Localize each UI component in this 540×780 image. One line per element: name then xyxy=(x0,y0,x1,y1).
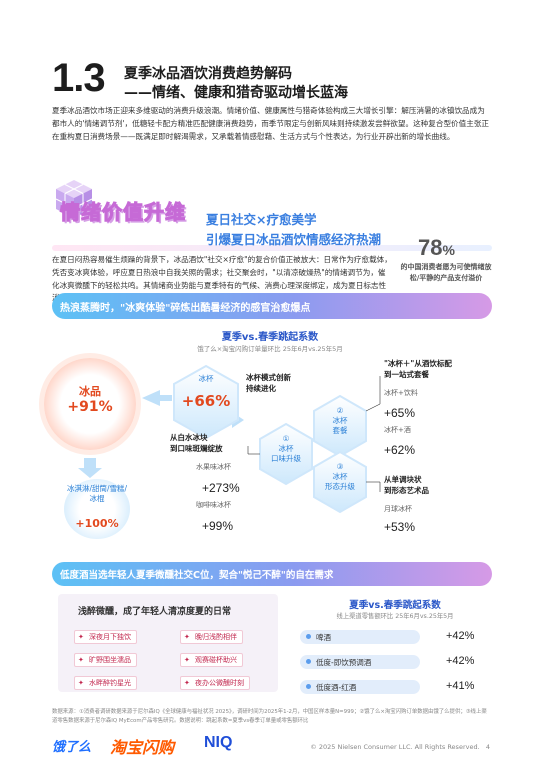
emotion-title: 情绪价值升维 xyxy=(60,200,186,225)
alcohol-label: 低度酒-红酒 xyxy=(316,683,357,692)
alcohol-bar xyxy=(300,680,420,694)
form-item-1: 月球冰杯 xyxy=(384,505,412,513)
form-title-2: 到形态艺术品 xyxy=(384,486,429,495)
cube-icon xyxy=(55,180,93,218)
scenario-title: 浅醉微醺，成了年轻人清凉度夏的日常 xyxy=(78,607,232,617)
section-title-line1: 夏季冰品酒饮消费趋势解码 xyxy=(124,66,292,82)
copyright: © 2025 Nielsen Consumer LLC. All Rights … xyxy=(300,743,490,751)
flavor-value-2: +99% xyxy=(202,519,234,533)
combo-item-1: 冰杯+饮料 xyxy=(384,389,418,397)
hex-form-label: ③ 冰杯 形态升级 xyxy=(314,462,366,492)
combo-title-2: 到一站式套餐 xyxy=(384,370,429,379)
stat-description: 的中国消费者愿为可使情绪放松/平静的产品支付溢价 xyxy=(400,263,492,282)
banner-1 xyxy=(52,293,492,319)
alcohol-bar xyxy=(300,655,420,669)
hex-ice-value: +66% xyxy=(181,392,231,410)
hex-ice xyxy=(173,364,239,440)
scenario-chip: 观赛碰杯助兴 xyxy=(180,653,243,667)
hex-flavor-label: ① 冰杯 口味升级 xyxy=(260,434,312,464)
arrow-right-1 xyxy=(142,390,172,406)
combo-item-2: 冰杯+酒 xyxy=(384,426,411,434)
alcohol-value: +41% xyxy=(446,680,475,692)
hex-form-desc: 形态升级 xyxy=(325,482,355,491)
flavor-item-2: 咖啡味冰杯 xyxy=(196,501,231,509)
hex-flavor-desc: 口味升级 xyxy=(271,454,301,463)
alcohol-chart-title: 夏季vs.春季跳起系数 xyxy=(349,600,441,611)
icecream-circle xyxy=(64,479,130,539)
hex-ice-label: 冰杯 xyxy=(198,374,214,383)
flavor-item-1: 水果味冰杯 xyxy=(196,463,231,471)
hex-form-name: 冰杯 xyxy=(332,472,348,481)
combo-value-2: +62% xyxy=(384,443,416,457)
hex-combo-desc: 套餐 xyxy=(332,426,348,435)
combo-title-1: "冰杯＋"从酒饮标配 xyxy=(384,359,452,368)
hex-flavor-num: ① xyxy=(282,434,290,443)
arrow-down-1 xyxy=(78,458,102,478)
emotion-subtitle-1: 夏日社交×疗愈美学 xyxy=(206,212,317,227)
emotion-subtitle-2: 引爆夏日冰品酒饮情感经济热潮 xyxy=(206,232,382,247)
footnote: 数据来源：①消费者调研数据来源于尼尔森IQ《全球健康与福祉状况 2025》，调研… xyxy=(52,709,487,724)
ice-desc-1: 冰杯模式创新 xyxy=(246,373,291,382)
scenario-chip: 深夜月下独饮 xyxy=(74,630,137,644)
bullet-dot xyxy=(306,659,311,664)
banner-2-text: 低度酒当选年轻人夏季微醺社交C位，契合"悦己不醉"的自在需求 xyxy=(60,570,334,581)
flavor-title-1: 从白水冰块 xyxy=(170,433,208,442)
chart-title: 夏季vs.春季跳起系数 xyxy=(221,332,319,343)
alcohol-value: +42% xyxy=(446,630,475,642)
ice-product-label: 冰品 xyxy=(79,385,101,398)
scenario-chip: 旷野围坐濡品 xyxy=(74,653,137,667)
hex-combo-label: ② 冰杯 套餐 xyxy=(314,406,366,436)
form-value-1: +53% xyxy=(384,520,416,534)
bullet-dot xyxy=(306,684,311,689)
hex-form-num: ③ xyxy=(336,462,344,471)
stat-unit: % xyxy=(442,242,455,258)
taobao-shangou-logo: 淘宝闪购 xyxy=(110,738,175,757)
section-number: 1.3 xyxy=(52,56,106,100)
flavor-value-1: +273% xyxy=(202,481,240,495)
alcohol-value: +42% xyxy=(446,655,475,667)
stat-percentage: 78% xyxy=(418,235,455,261)
emotion-underline xyxy=(52,245,492,251)
alcohol-bar xyxy=(300,630,420,644)
bullet-dot xyxy=(306,634,311,639)
ice-product-value: +91% xyxy=(67,399,113,415)
hex-combo-name: 冰杯 xyxy=(332,416,348,425)
scenario-chip: 晚归浅酌相伴 xyxy=(180,630,243,644)
chart-note: 饿了么×淘宝闪购订单量环比 25年6月vs.25年5月 xyxy=(197,345,343,353)
niq-logo: NIQ xyxy=(204,734,233,751)
stat-value: 78 xyxy=(418,235,443,260)
hex-flavor-name: 冰杯 xyxy=(278,444,294,453)
hex-combo-num: ② xyxy=(336,406,344,415)
banner-2 xyxy=(52,562,492,586)
scenario-chip: 水畔醉钓星光 xyxy=(74,676,137,690)
page-number: 4 xyxy=(485,743,490,751)
hex-form xyxy=(313,450,367,514)
eleme-logo: 饿了么 xyxy=(52,740,92,755)
combo-value-1: +65% xyxy=(384,406,416,420)
scenario-chip: 夜办公微醺时刻 xyxy=(180,676,250,690)
ice-product-circle xyxy=(44,358,136,450)
icecream-label: 冰淇淋/甜筒/雪糕/冰棍 xyxy=(66,484,128,503)
intro-paragraph: 夏季冰品酒饮市场正迎来多维驱动的消费升级浪潮。情绪价值、健康属性与猎奇体验构成三… xyxy=(52,106,490,141)
hex-flavor xyxy=(259,422,313,486)
flavor-title-2: 到口味斑斓绽放 xyxy=(170,444,223,453)
section-title-line2: ——情绪、健康和猎奇驱动增长蓝海 xyxy=(124,85,348,101)
alcohol-label: 啤酒 xyxy=(316,633,331,642)
ice-desc-2: 持续进化 xyxy=(246,384,276,393)
alcohol-label: 低度-即饮预调酒 xyxy=(316,658,372,667)
copyright-text: © 2025 Nielsen Consumer LLC. All Rights … xyxy=(310,743,480,751)
icecream-value: +100% xyxy=(75,517,119,530)
alcohol-chart-note: 线上渠道零售额环比 25年6月vs.25年5月 xyxy=(336,613,454,620)
banner-1-text: 热浪蒸腾时，"冰爽体验"碎炼出酷暑经济的感官治愈爆点 xyxy=(60,303,311,314)
form-title-1: 从单调块状 xyxy=(384,475,422,484)
